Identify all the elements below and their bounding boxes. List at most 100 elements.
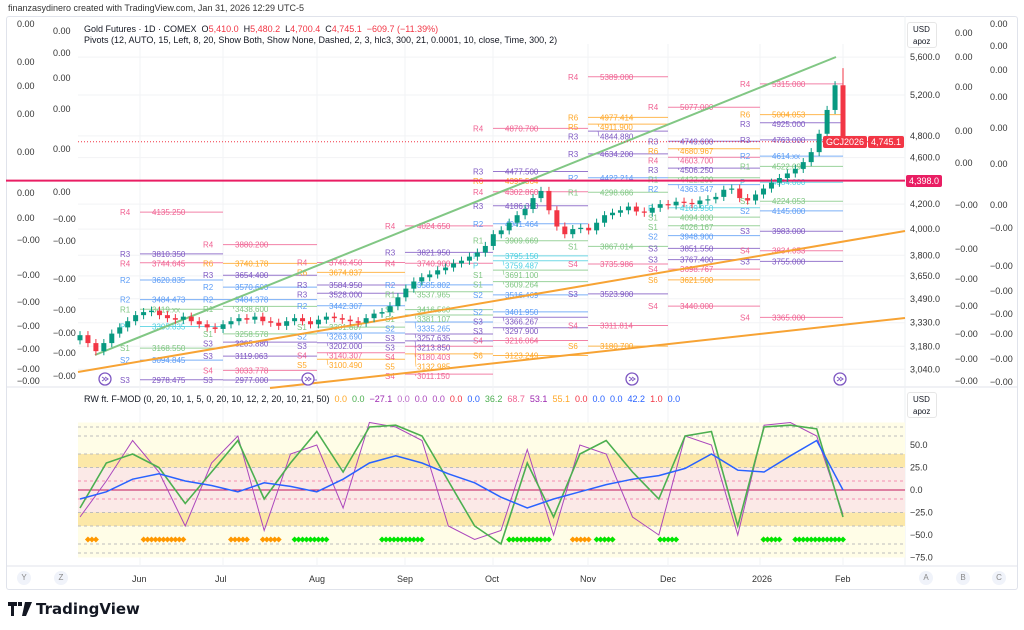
pivot-value-label: 4041.464: [505, 220, 539, 229]
close-label: C: [325, 24, 332, 34]
pivot-level-label: S1: [740, 197, 750, 206]
candle-body: [379, 312, 385, 314]
candle-body: [554, 210, 560, 227]
pivot-value-label: 3759.487: [505, 261, 539, 270]
pivot-value-label: 3213.850: [417, 344, 451, 353]
change-value: −609.7 (−11.39%): [366, 24, 439, 34]
indicator-unit-box[interactable]: USD apoz: [907, 392, 937, 418]
pivot-value-label: 3691.100: [505, 271, 539, 280]
pivot-level-label: R2: [740, 152, 751, 161]
high-label: H: [243, 24, 251, 34]
pivot-label-leader: [414, 374, 417, 377]
pivot-value-label: 4302.860: [505, 188, 539, 197]
green-signal-marker: [526, 536, 533, 543]
green-signal-marker: [800, 536, 807, 543]
candle-body: [625, 206, 631, 211]
candle-body: [149, 310, 155, 313]
pivot-value-label: 3311.814: [600, 322, 633, 331]
secondary-axis-label: −0.00: [990, 309, 1013, 319]
indicator-axis-label: 0.0: [910, 485, 923, 495]
candle-body: [180, 316, 186, 320]
pivot-level-label: S4: [297, 352, 307, 361]
pivot-level-label: R2: [568, 174, 579, 183]
axis-button-z[interactable]: Z: [54, 571, 68, 585]
orange-signal-marker: [243, 536, 250, 543]
candle-body: [649, 207, 655, 213]
pivot-label-leader: [326, 352, 329, 356]
axis-button-y[interactable]: Y: [17, 571, 31, 585]
oscillator-blue-line: [79, 439, 844, 509]
secondary-axis-label: 0.00: [955, 158, 973, 168]
price-unit-box[interactable]: USD apoz: [907, 22, 937, 48]
secondary-axis-label: 0.00: [53, 144, 71, 154]
orange-signal-marker: [275, 536, 282, 543]
candle-body: [768, 182, 774, 189]
pivot-level-label: S4: [648, 265, 658, 274]
price-axis-label: 3,800.0: [910, 250, 940, 260]
candle-body: [300, 318, 306, 322]
pivot-value-label: 3132.985: [417, 363, 451, 372]
indicator-legend[interactable]: RW ft. F-MOD (0, 20, 10, 1, 5, 0, 20, 10…: [84, 394, 680, 404]
candle-body: [93, 343, 99, 352]
axis-button-b[interactable]: B: [956, 571, 970, 585]
green-signal-marker: [406, 536, 413, 543]
pivot-level-label: S1: [473, 271, 483, 280]
candle-body: [228, 321, 234, 325]
secondary-axis-label: 0.00: [990, 65, 1008, 75]
indicator-value: 53.1: [529, 394, 548, 404]
pivot-level-label: S3: [120, 376, 130, 385]
pivot-value-label: 4680.967: [680, 147, 714, 156]
tradingview-logo-icon: [8, 602, 32, 616]
pivot-value-label: 3335.265: [417, 325, 451, 334]
axis-button-c[interactable]: C: [992, 571, 1006, 585]
pivot-label-leader: [414, 346, 417, 358]
pivot-value-label: 4024.650: [417, 222, 451, 231]
orange-signal-marker: [239, 536, 246, 543]
pivot-level-label: R3: [648, 166, 659, 175]
indicator-value: 55.1: [552, 394, 570, 404]
pivot-level-label: R4: [385, 259, 396, 268]
secondary-axis-label: 0.00: [17, 213, 35, 223]
candle-body: [745, 198, 751, 201]
pivot-value-label: 4977.414: [600, 113, 634, 122]
candle-body: [427, 274, 433, 278]
pivot-level-label: R2: [120, 296, 131, 305]
pivot-level-label: R3: [568, 132, 579, 141]
pivot-label-leader: [677, 177, 680, 180]
price-axis-label: 3,040.0: [910, 364, 940, 374]
pivot-level-label: S4: [203, 366, 213, 375]
candle-body: [141, 312, 147, 316]
pivots-study-legend[interactable]: Pivots (12, AUTO, 15, Left, 8, 20, Show …: [84, 35, 558, 45]
pivot-label-leader: [677, 184, 680, 189]
pivot-level-label: S3: [203, 376, 213, 385]
candle-body: [395, 297, 401, 307]
green-signal-marker: [828, 536, 835, 543]
green-signal-marker: [394, 536, 401, 543]
green-signal-marker: [522, 536, 529, 543]
pivot-value-label: 3744.645: [152, 259, 186, 268]
orange-signal-marker: [581, 536, 588, 543]
candle-body: [387, 306, 393, 313]
candle-body: [435, 270, 441, 275]
pivot-level-label: R6: [740, 111, 751, 120]
candle-body: [586, 227, 592, 231]
chart-frame: [6, 16, 1018, 590]
axis-button-a[interactable]: A: [919, 571, 933, 585]
pivot-label-leader: [414, 321, 417, 329]
candle-body: [363, 318, 369, 323]
pivot-level-label: S3: [297, 342, 307, 351]
green-signal-marker: [418, 536, 425, 543]
pivot-level-label: S2: [385, 325, 395, 334]
high-value: 5,480.2: [250, 24, 281, 34]
replay-arrow-icon: [628, 376, 636, 382]
candle-body: [721, 189, 727, 197]
pivot-value-label: 3698.767: [680, 265, 714, 274]
candle-body: [617, 210, 623, 213]
green-signal-marker: [796, 536, 803, 543]
pivot-value-label: 5004.053: [772, 111, 806, 120]
pivot-level-label: R5: [568, 123, 579, 132]
green-signal-marker: [545, 536, 552, 543]
symbol-name[interactable]: Gold Futures · 1D · COMEX: [84, 24, 197, 34]
pivot-value-label: 3821.950: [417, 248, 451, 257]
